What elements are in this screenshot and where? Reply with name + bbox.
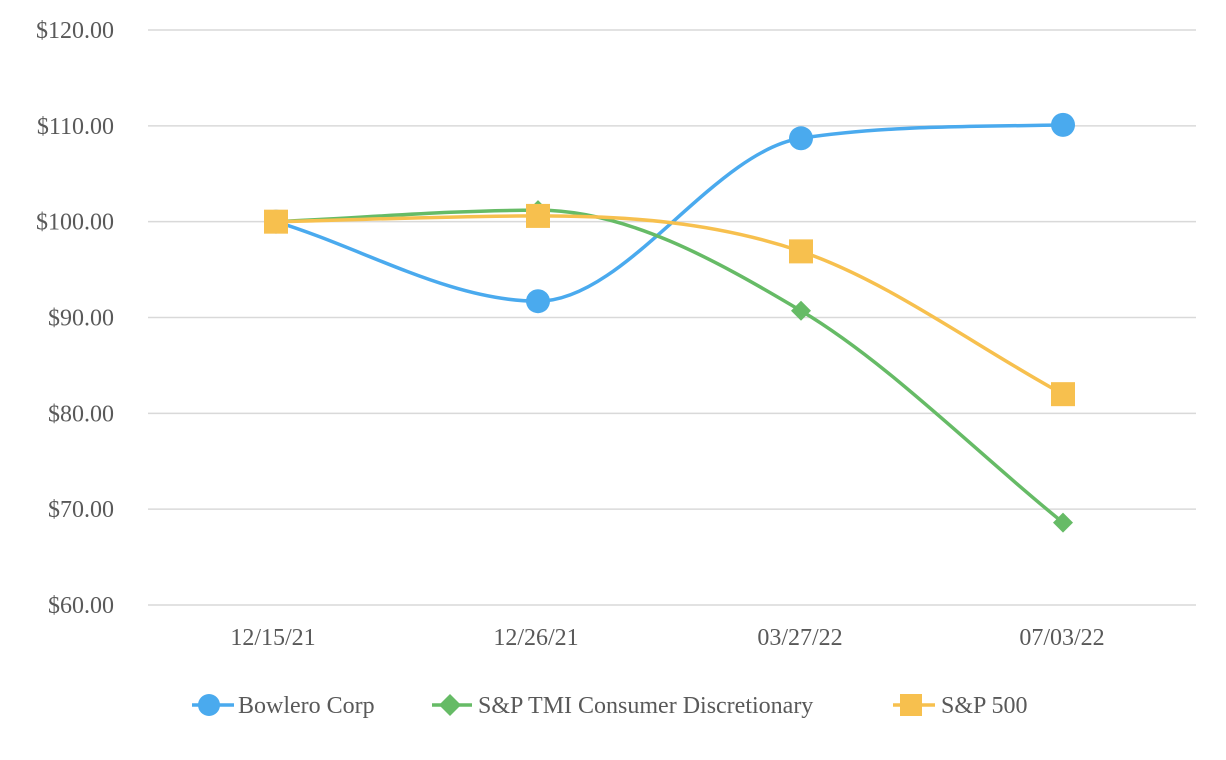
y-tick-label: $110.00 bbox=[37, 114, 114, 140]
point-s-p-tmi-consumer-discretionary-07-03-22 bbox=[1053, 512, 1073, 533]
series-markers bbox=[264, 112, 1075, 533]
point-s-p-500-12-26-21 bbox=[526, 203, 550, 228]
y-axis-tick-labels: $60.00 $70.00 $80.00 $90.00 $100.00 $110.00 $1… bbox=[36, 18, 114, 619]
y-tick-label: $90.00 bbox=[48, 306, 114, 332]
series-lines bbox=[274, 123, 1065, 525]
legend-item-bowlero-corp: Bowlero Corp bbox=[192, 693, 375, 719]
x-tick-label: 07/03/22 bbox=[1019, 625, 1104, 651]
y-tick-label: $80.00 bbox=[48, 401, 114, 427]
point-bowlero-corp-12-26-21 bbox=[526, 289, 550, 314]
y-tick-label: $120.00 bbox=[36, 18, 114, 44]
point-s-p-tmi-consumer-discretionary-03-27-22 bbox=[791, 300, 811, 321]
legend-item-sp-500: S&P 500 bbox=[893, 693, 1027, 719]
gridlines bbox=[148, 29, 1196, 606]
series-line-s-p-tmi-consumer-discretionary bbox=[274, 208, 1065, 525]
legend-label-sp-tmi-consumer-discretionary: S&P TMI Consumer Discretionary bbox=[478, 693, 813, 719]
legend-label-bowlero-corp: Bowlero Corp bbox=[238, 693, 375, 719]
y-tick-label: $70.00 bbox=[48, 497, 114, 523]
legend-marker-circle bbox=[198, 694, 220, 716]
legend-marker-diamond bbox=[439, 694, 461, 716]
point-s-p-500-07-03-22 bbox=[1051, 382, 1075, 407]
x-tick-label: 03/27/22 bbox=[757, 625, 842, 651]
point-bowlero-corp-07-03-22 bbox=[1051, 112, 1075, 137]
y-tick-label: $100.00 bbox=[36, 210, 114, 236]
x-tick-label: 12/26/21 bbox=[493, 625, 578, 651]
point-s-p-500-03-27-22 bbox=[789, 239, 813, 264]
series-line-s-p-500 bbox=[274, 214, 1065, 396]
x-axis-tick-labels: 12/15/21 12/26/21 03/27/22 07/03/22 bbox=[230, 625, 1104, 651]
y-tick-label: $60.00 bbox=[48, 593, 114, 619]
series-line-bowlero-corp bbox=[274, 123, 1065, 303]
legend-marker-square bbox=[900, 694, 922, 716]
point-bowlero-corp-03-27-22 bbox=[789, 126, 813, 151]
point-s-p-500-12-15-21 bbox=[264, 209, 288, 234]
legend-label-sp-500: S&P 500 bbox=[941, 693, 1027, 719]
legend: Bowlero Corp S&P TMI Consumer Discretion… bbox=[192, 693, 1027, 719]
legend-item-sp-tmi-consumer-discretionary: S&P TMI Consumer Discretionary bbox=[432, 693, 813, 719]
x-tick-label: 12/15/21 bbox=[230, 625, 315, 651]
